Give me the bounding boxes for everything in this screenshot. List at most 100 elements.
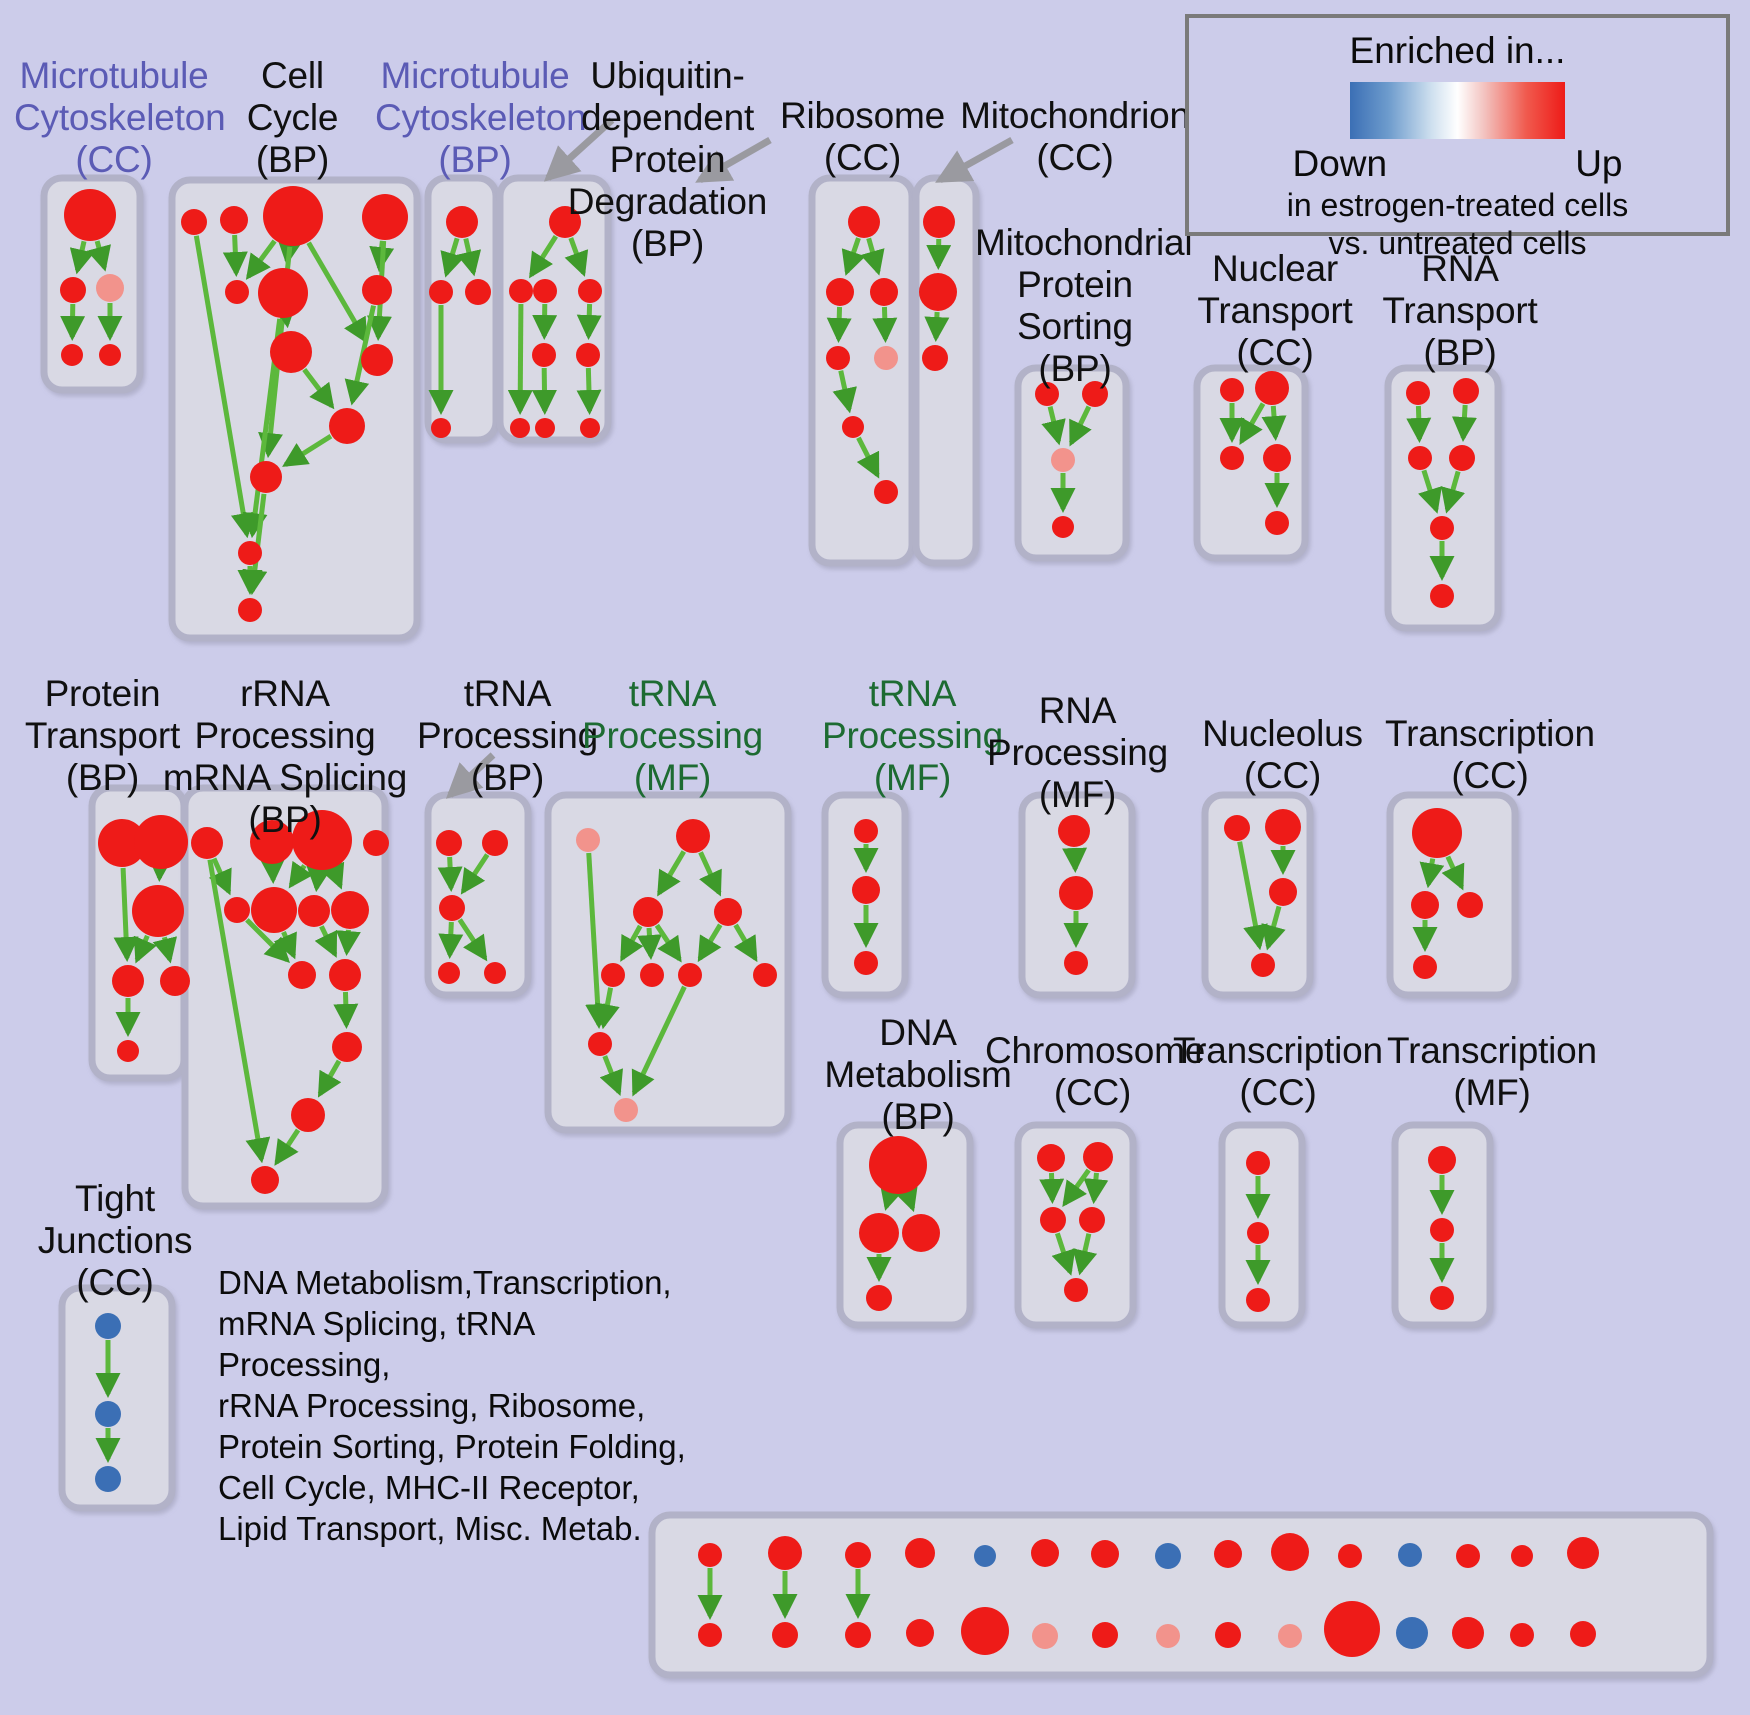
network-node[interactable]	[640, 963, 664, 987]
network-node[interactable]	[922, 345, 948, 371]
network-node[interactable]	[854, 819, 878, 843]
network-node[interactable]	[826, 346, 850, 370]
network-node[interactable]	[1031, 1539, 1059, 1567]
network-node[interactable]	[902, 1214, 940, 1252]
network-node[interactable]	[1570, 1621, 1596, 1647]
network-node[interactable]	[1224, 815, 1250, 841]
network-node[interactable]	[874, 346, 898, 370]
cluster-box-rrna-mrna-splicing-bp[interactable]	[181, 784, 389, 1210]
network-node[interactable]	[532, 343, 556, 367]
network-node[interactable]	[533, 279, 557, 303]
network-node[interactable]	[869, 1136, 927, 1194]
network-node[interactable]	[1413, 955, 1437, 979]
network-node[interactable]	[132, 885, 184, 937]
network-node[interactable]	[1220, 446, 1244, 470]
network-node[interactable]	[845, 1622, 871, 1648]
network-node[interactable]	[1064, 951, 1088, 975]
network-node[interactable]	[332, 1032, 362, 1062]
network-node[interactable]	[1092, 1622, 1118, 1648]
network-node[interactable]	[329, 959, 361, 991]
network-node[interactable]	[1079, 1207, 1105, 1233]
network-node[interactable]	[60, 277, 86, 303]
network-node[interactable]	[64, 189, 116, 241]
network-node[interactable]	[576, 828, 600, 852]
network-node[interactable]	[270, 331, 312, 373]
network-node[interactable]	[292, 810, 352, 870]
network-node[interactable]	[588, 1032, 612, 1056]
network-node[interactable]	[1430, 516, 1454, 540]
network-node[interactable]	[698, 1543, 722, 1567]
network-node[interactable]	[238, 598, 262, 622]
network-node[interactable]	[1567, 1537, 1599, 1569]
network-node[interactable]	[1430, 1286, 1454, 1310]
network-node[interactable]	[224, 897, 250, 923]
network-node[interactable]	[580, 418, 600, 438]
network-node[interactable]	[535, 418, 555, 438]
network-node[interactable]	[465, 279, 491, 305]
network-node[interactable]	[852, 876, 880, 904]
network-node[interactable]	[842, 416, 864, 438]
network-node[interactable]	[438, 962, 460, 984]
network-node[interactable]	[436, 830, 462, 856]
network-node[interactable]	[1052, 516, 1074, 538]
network-node[interactable]	[1396, 1617, 1428, 1649]
network-node[interactable]	[1032, 1623, 1058, 1649]
network-node[interactable]	[961, 1607, 1009, 1655]
cluster-box-microtubule-cytoskeleton-bp[interactable]	[424, 174, 500, 444]
network-node[interactable]	[431, 418, 451, 438]
network-node[interactable]	[429, 280, 453, 304]
network-node[interactable]	[331, 891, 369, 929]
network-node[interactable]	[923, 206, 955, 238]
network-node[interactable]	[549, 206, 581, 238]
network-node[interactable]	[134, 815, 188, 869]
network-node[interactable]	[1059, 876, 1093, 910]
network-node[interactable]	[446, 206, 478, 238]
network-node[interactable]	[1215, 1622, 1241, 1648]
cluster-box-chromosome-cc[interactable]	[1014, 1121, 1137, 1329]
network-node[interactable]	[263, 186, 323, 246]
network-node[interactable]	[1411, 891, 1439, 919]
network-node[interactable]	[250, 461, 282, 493]
network-node[interactable]	[482, 830, 508, 856]
network-node[interactable]	[1324, 1601, 1380, 1657]
network-node[interactable]	[1083, 1142, 1113, 1172]
network-node[interactable]	[361, 344, 393, 376]
network-node[interactable]	[1220, 378, 1244, 402]
network-node[interactable]	[181, 209, 207, 235]
network-node[interactable]	[614, 1098, 638, 1122]
network-node[interactable]	[251, 1166, 279, 1194]
network-node[interactable]	[714, 898, 742, 926]
network-node[interactable]	[1037, 1144, 1065, 1172]
network-node[interactable]	[510, 418, 530, 438]
network-node[interactable]	[1412, 808, 1462, 858]
network-node[interactable]	[974, 1545, 996, 1567]
network-node[interactable]	[1269, 878, 1297, 906]
network-node[interactable]	[291, 1098, 325, 1132]
network-node[interactable]	[919, 273, 957, 311]
cluster-box-misc-strip[interactable]	[648, 1511, 1714, 1679]
network-node[interactable]	[1453, 378, 1479, 404]
network-node[interactable]	[576, 343, 600, 367]
network-node[interactable]	[854, 951, 878, 975]
network-node[interactable]	[768, 1536, 802, 1570]
network-node[interactable]	[191, 827, 223, 859]
network-node[interactable]	[220, 206, 248, 234]
network-node[interactable]	[753, 963, 777, 987]
network-node[interactable]	[1064, 1278, 1088, 1302]
network-node[interactable]	[1263, 444, 1291, 472]
network-node[interactable]	[288, 961, 316, 989]
network-node[interactable]	[845, 1542, 871, 1568]
network-node[interactable]	[906, 1619, 934, 1647]
network-node[interactable]	[98, 819, 146, 867]
network-node[interactable]	[859, 1213, 899, 1253]
network-node[interactable]	[1398, 1543, 1422, 1567]
network-node[interactable]	[1430, 1218, 1454, 1242]
cluster-box-ribosome-cc[interactable]	[808, 174, 916, 567]
network-node[interactable]	[160, 966, 190, 996]
network-node[interactable]	[1156, 1624, 1180, 1648]
network-node[interactable]	[578, 279, 602, 303]
network-node[interactable]	[250, 820, 294, 864]
network-node[interactable]	[633, 897, 663, 927]
network-node[interactable]	[439, 895, 465, 921]
network-node[interactable]	[1510, 1623, 1534, 1647]
